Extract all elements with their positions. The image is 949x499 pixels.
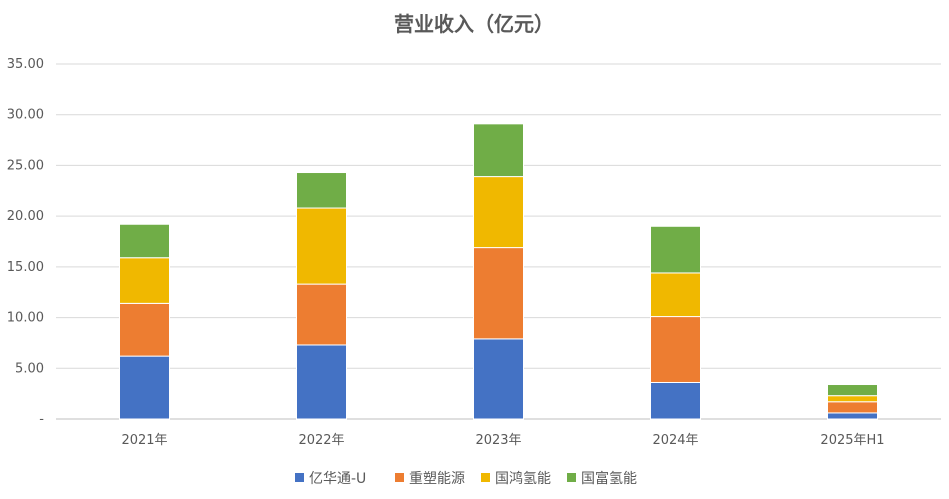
x-tick-label: 2024年 xyxy=(652,433,698,448)
bars xyxy=(119,123,878,420)
bar-segment xyxy=(650,316,701,383)
x-tick-label: 2021年 xyxy=(121,433,167,448)
bar-segment xyxy=(473,123,524,178)
y-tick-label: 5.00 xyxy=(15,361,44,376)
legend-swatch xyxy=(395,473,404,482)
legend-label: 国富氢能 xyxy=(581,470,637,487)
y-tick-label: 25.00 xyxy=(7,158,44,173)
x-tick-label: 2025年H1 xyxy=(820,433,884,448)
y-tick-label: 20.00 xyxy=(7,209,44,224)
legend-swatch xyxy=(567,473,576,482)
bar-segment xyxy=(296,344,347,420)
y-tick-label: 15.00 xyxy=(7,260,44,275)
bar-segment xyxy=(827,401,878,414)
bar-segment xyxy=(296,172,347,209)
legend-label: 重塑能源 xyxy=(409,471,465,487)
chart-title: 营业收入（亿元） xyxy=(394,12,554,36)
bar-segment xyxy=(650,381,701,420)
bar-segment xyxy=(827,384,878,397)
legend: 亿华通-U 重塑能源 国鸿氢能 国富氢能 xyxy=(295,470,637,487)
bar-segment xyxy=(473,247,524,340)
bar-segment xyxy=(296,283,347,346)
bar-segment xyxy=(119,223,170,259)
legend-swatch xyxy=(481,473,490,482)
bar-segment xyxy=(119,355,170,420)
bar-segment xyxy=(827,395,878,403)
y-tick-label: 35.00 xyxy=(7,57,44,72)
bar-segment xyxy=(119,302,170,357)
y-tick-label: - xyxy=(39,412,44,427)
bar-segment xyxy=(473,176,524,249)
x-tick-label: 2023年 xyxy=(475,433,521,448)
legend-swatch xyxy=(295,473,304,482)
bar-segment xyxy=(473,338,524,420)
bar-segment xyxy=(296,207,347,285)
y-axis-ticks: - 5.00 10.00 15.00 20.00 25.00 30.00 35.00 xyxy=(7,57,45,427)
bar-segment xyxy=(650,272,701,318)
bar-segment xyxy=(650,225,701,274)
y-tick-label: 10.00 xyxy=(7,311,44,326)
bar-segment xyxy=(119,257,170,304)
x-axis-ticks: 2021年 2022年 2023年 2024年 2025年H1 xyxy=(121,433,884,448)
bar-segment xyxy=(827,412,878,420)
x-tick-label: 2022年 xyxy=(298,433,344,448)
y-tick-label: 30.00 xyxy=(7,108,44,123)
legend-label: 亿华通-U xyxy=(309,471,366,487)
legend-label: 国鸿氢能 xyxy=(495,470,551,487)
